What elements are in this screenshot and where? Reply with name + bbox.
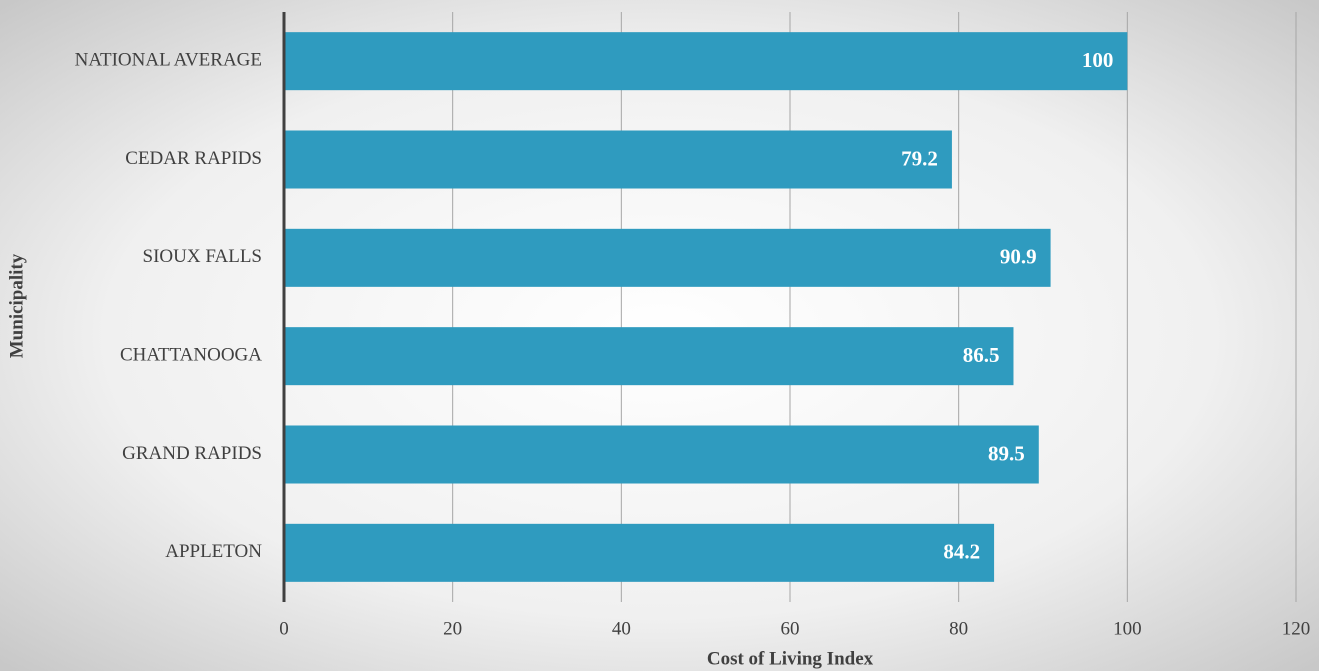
bar	[284, 523, 995, 582]
value-label: 79.2	[901, 146, 938, 170]
y-tick-label: CEDAR RAPIDS	[125, 148, 262, 169]
x-tick-label: 120	[1282, 618, 1311, 639]
y-tick-label: APPLETON	[165, 541, 262, 562]
x-tick-label: 60	[781, 618, 800, 639]
y-tick-label: CHATTANOOGA	[120, 345, 262, 366]
value-label: 100	[1082, 48, 1114, 72]
y-tick-label: GRAND RAPIDS	[122, 443, 262, 464]
value-label: 90.9	[1000, 245, 1037, 269]
y-axis-title: Municipality	[6, 253, 27, 358]
x-tick-label: 40	[612, 618, 631, 639]
bar	[284, 425, 1039, 484]
x-tick-label: 80	[949, 618, 968, 639]
x-tick-label: 20	[443, 618, 462, 639]
bar	[284, 228, 1051, 287]
y-tick-label: SIOUX FALLS	[143, 246, 262, 267]
x-axis-title: Cost of Living Index	[707, 648, 874, 669]
y-tick-label: NATIONAL AVERAGE	[75, 50, 262, 71]
bars: 100 79.2 90.9 86.5 89.5 84.2	[284, 32, 1128, 582]
x-tick-label: 0	[279, 618, 289, 639]
bar	[284, 327, 1014, 386]
bar	[284, 130, 952, 189]
bar	[284, 32, 1128, 91]
x-tick-label: 100	[1113, 618, 1142, 639]
value-label: 86.5	[963, 343, 1000, 367]
value-label: 89.5	[988, 441, 1025, 465]
value-label: 84.2	[943, 540, 980, 564]
